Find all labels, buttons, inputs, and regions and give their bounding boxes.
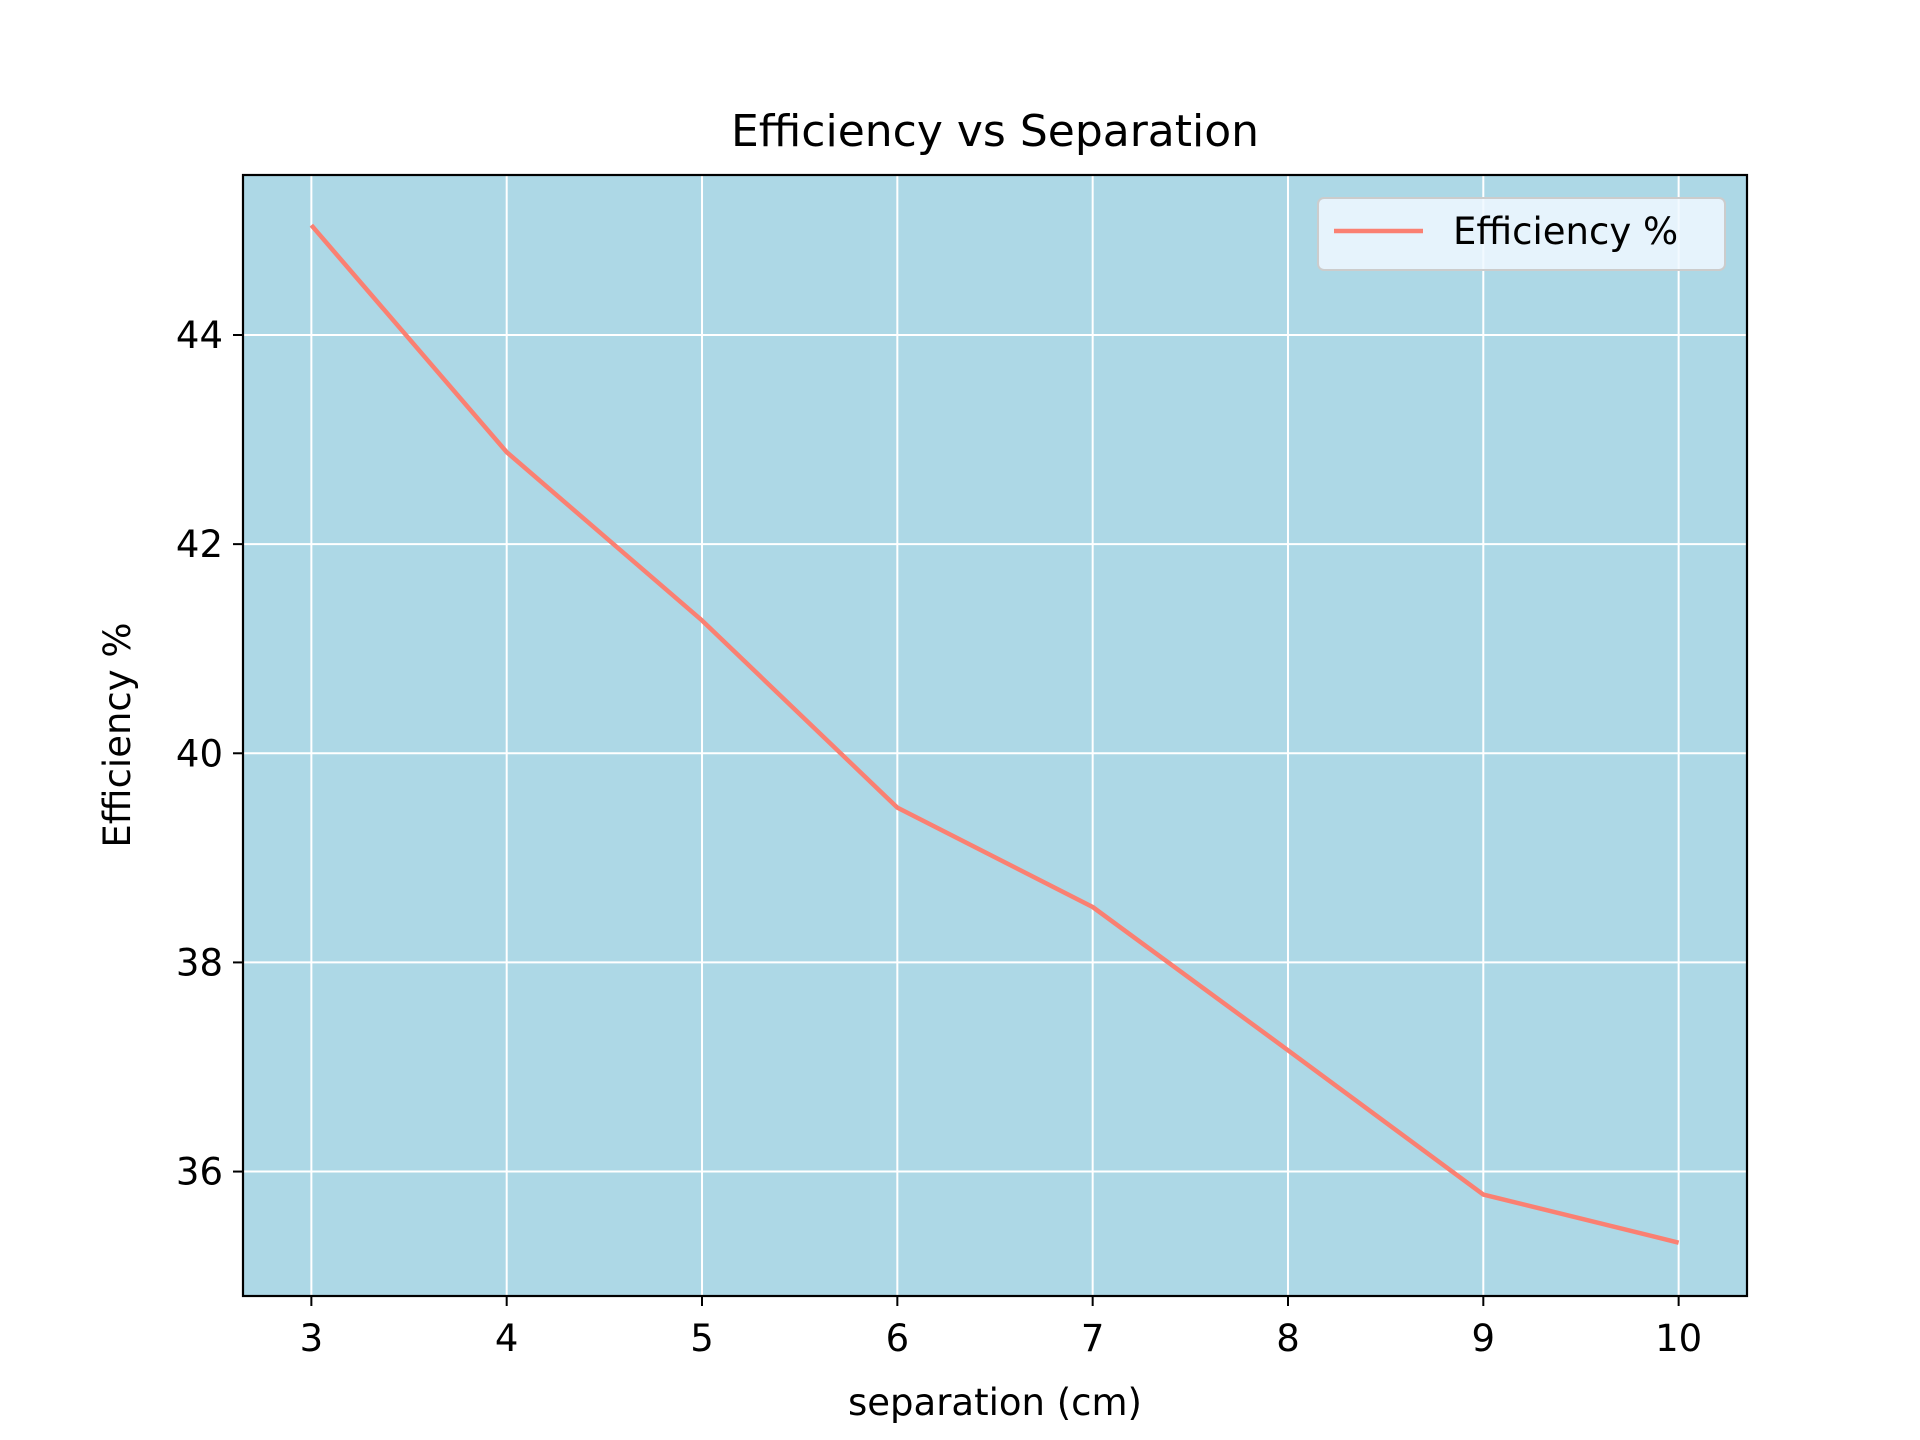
y-tick-label: 38: [176, 941, 223, 984]
y-tick-label: 44: [176, 314, 223, 357]
y-tick-label: 40: [176, 732, 223, 775]
y-tick-label: 36: [176, 1151, 223, 1194]
plot-area: [243, 175, 1747, 1296]
x-tick-label: 7: [1081, 1317, 1105, 1360]
x-tick-label: 3: [300, 1317, 324, 1360]
legend-label: Efficiency %: [1453, 210, 1678, 253]
series-line: [309, 223, 1680, 1245]
grid-lines: [243, 175, 1747, 1296]
legend: Efficiency %: [1317, 197, 1726, 271]
x-axis-label: separation (cm): [848, 1381, 1142, 1424]
x-tick-label: 10: [1655, 1317, 1702, 1360]
chart-title: Efficiency vs Separation: [731, 106, 1259, 157]
x-tick-label: 8: [1276, 1317, 1300, 1360]
y-tick-label: 42: [176, 523, 223, 566]
series-layer: [309, 223, 1680, 1245]
y-axis-label: Efficiency %: [96, 622, 139, 847]
x-tick-label: 5: [690, 1317, 714, 1360]
x-tick-label: 9: [1472, 1317, 1496, 1360]
plot-frame: [241, 173, 1749, 1298]
y-axis-ticks: 36 38 40 42 44: [176, 314, 243, 1194]
x-tick-label: 6: [886, 1317, 910, 1360]
legend-box: [1317, 197, 1726, 271]
x-tick-label: 4: [495, 1317, 519, 1360]
x-axis-ticks: 3 4 5 6 7 8 9 10: [300, 1296, 1702, 1360]
